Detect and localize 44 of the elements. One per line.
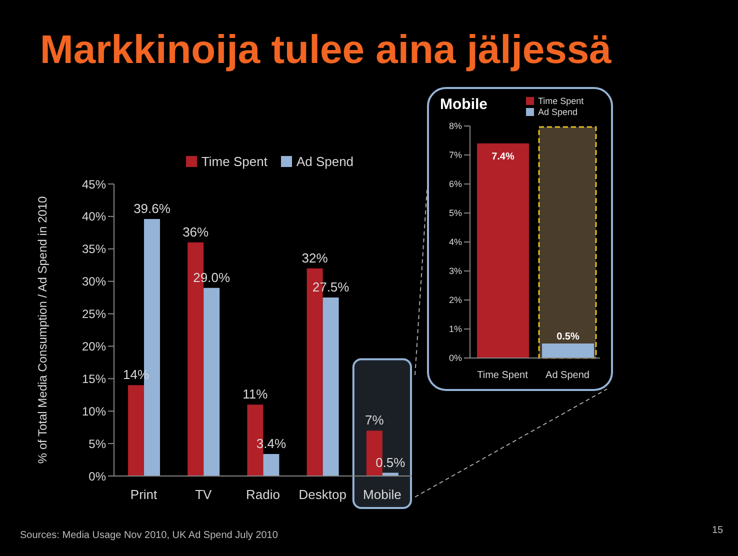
y-tick-label: 40% [82,210,106,224]
x-tick-label: Radio [246,487,280,502]
data-label: 36% [182,224,210,240]
data-label: 39.6% [134,201,171,216]
y-tick-label: 0% [88,469,106,484]
legend-label: Time Spent [200,154,268,169]
source-note: Sources: Media Usage Nov 2010, UK Ad Spend July 2010 [20,530,278,541]
data-label: 7.4% [492,151,515,162]
legend-label: Ad Spend [295,154,354,169]
y-tick-label: 1% [448,324,462,334]
y-tick-label: 30% [82,274,106,289]
data-label: 11% [242,386,268,402]
bar [322,298,339,476]
y-tick-label: 2% [448,295,462,306]
y-axis-title: % of Total Media Consumption / Ad Spend in 2010 [35,196,50,464]
data-label: 0.5% [556,332,580,342]
y-tick-label: 5% [448,208,462,218]
y-tick-label: 45% [82,177,106,192]
y-tick-label: 7% [448,150,462,160]
y-tick-label: 3% [448,266,462,276]
y-tick-label: 0% [448,353,462,364]
y-tick-label: 25% [82,307,106,322]
legend-label: Time Spent [537,96,585,106]
y-tick-label: 6% [448,179,462,190]
bar [128,385,144,476]
bar [263,454,280,476]
x-tick-label: Desktop [298,487,346,502]
x-tick-label: Print [130,487,158,502]
y-tick-label: 4% [448,237,462,248]
data-label: 32% [302,250,328,266]
y-tick-label: 5% [88,436,106,451]
text: 15 [712,525,724,536]
y-tick-label: 20% [82,339,106,354]
chart-title: Markkinoija tulee aina jäljessä [40,28,612,73]
legend-label: Ad Spend [537,107,579,117]
y-tick-label: 10% [82,404,106,418]
chart-title: Mobile [440,96,488,113]
y-tick-label: 15% [82,372,106,386]
bar [204,288,220,476]
x-tick-label: TV [195,487,212,502]
y-tick-label: 8% [448,121,462,132]
y-tick-label: 35% [82,242,106,256]
data-label: 7% [365,412,384,428]
x-tick-label: Mobile [363,487,402,502]
